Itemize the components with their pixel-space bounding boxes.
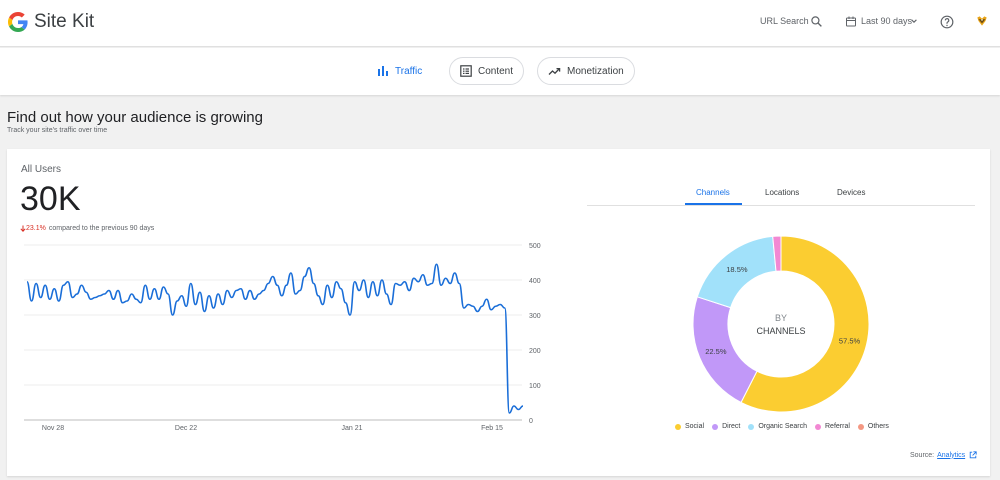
- tab-content-label: Content: [478, 65, 514, 77]
- bar-chart-icon: [378, 66, 388, 76]
- series-line: [26, 263, 524, 414]
- users-line-chart: 0 100 200 300 400 500 Nov 28 Dec 22 Jan 21 Feb 15: [24, 243, 541, 432]
- calendar-icon[interactable]: [845, 15, 857, 28]
- legend-label: Referral: [825, 423, 850, 430]
- channels-donut-chart: 57.5% 22.5% 18.5% BY CHANNELS: [692, 235, 870, 413]
- legend-swatch: [748, 423, 755, 430]
- external-link-icon[interactable]: [969, 451, 977, 459]
- tab-monetization-label: Monetization: [567, 65, 624, 77]
- y-tick-label: 100: [529, 383, 541, 390]
- tab-monetization[interactable]: Monetization: [537, 57, 635, 85]
- url-search-label[interactable]: URL Search: [760, 16, 809, 26]
- app-title[interactable]: Site Kit: [34, 11, 95, 32]
- x-tick-label: Jan 21: [341, 425, 362, 432]
- legend-label: Organic Search: [758, 423, 807, 430]
- tab-devices[interactable]: Devices: [837, 188, 866, 197]
- section-subtitle: Track your site's traffic over time: [7, 127, 108, 134]
- change-percent: 23.1%: [26, 225, 46, 232]
- arrow-down-icon: [20, 225, 26, 232]
- legend-swatch: [712, 423, 719, 430]
- dimension-tabs: Channels Locations Devices: [587, 185, 975, 206]
- x-tick-label: Dec 22: [175, 425, 197, 432]
- donut-center-label: BY: [775, 313, 787, 323]
- chart-legend: Social Direct Organic Search Referral Others: [675, 423, 889, 430]
- analytics-link[interactable]: Analytics: [937, 451, 966, 459]
- content-list-icon: [460, 65, 472, 77]
- pie-slice[interactable]: [740, 235, 870, 413]
- y-tick-label: 0: [529, 418, 533, 425]
- legend-label: Others: [867, 423, 889, 430]
- x-tick-label: Feb 15: [481, 425, 503, 432]
- legend-item[interactable]: Others: [857, 423, 889, 430]
- google-logo-icon[interactable]: [8, 12, 28, 32]
- metric-label: All Users: [21, 164, 62, 175]
- legend-label: Social: [685, 423, 705, 430]
- chevron-down-icon[interactable]: [910, 17, 918, 25]
- x-tick-label: Nov 28: [42, 425, 64, 432]
- legend-item[interactable]: Organic Search: [748, 423, 807, 430]
- metric-value: 30K: [20, 180, 81, 218]
- active-tab-indicator: [685, 203, 742, 205]
- y-tick-label: 300: [529, 313, 541, 320]
- tab-traffic[interactable]: Traffic: [366, 57, 434, 85]
- slice-value-label: 57.5%: [839, 336, 861, 345]
- dashboard-nav-bar: Traffic Content Monetization: [0, 48, 1000, 95]
- legend-item[interactable]: Social: [675, 423, 704, 430]
- source-attribution: Source: Analytics: [910, 451, 977, 459]
- y-tick-label: 400: [529, 278, 541, 285]
- top-app-bar: Site Kit URL Search Last 90 days: [0, 0, 1000, 47]
- search-icon[interactable]: [810, 15, 823, 28]
- y-tick-label: 500: [529, 243, 541, 250]
- section-title: Find out how your audience is growing: [7, 109, 263, 126]
- source-label: Source:: [910, 451, 935, 459]
- y-tick-label: 200: [529, 348, 541, 355]
- pie-slice[interactable]: [772, 235, 782, 272]
- audience-card: All Users 30K 23.1% compared to the prev…: [7, 149, 990, 476]
- date-range-selector[interactable]: Last 90 days: [861, 16, 913, 26]
- tab-content[interactable]: Content: [449, 57, 525, 85]
- slice-value-label: 22.5%: [705, 347, 727, 356]
- trending-up-icon: [548, 67, 561, 75]
- tab-channels[interactable]: Channels: [696, 188, 730, 197]
- user-avatar-icon[interactable]: [975, 14, 989, 28]
- metric-change: 23.1% compared to the previous 90 days: [20, 225, 154, 232]
- legend-swatch: [815, 423, 821, 430]
- tab-locations[interactable]: Locations: [765, 188, 800, 197]
- legend-item[interactable]: Direct: [712, 423, 740, 430]
- help-icon[interactable]: [940, 15, 954, 29]
- change-description: compared to the previous 90 days: [48, 225, 155, 232]
- legend-swatch: [857, 423, 864, 430]
- change-indicator: 23.1%: [20, 225, 46, 232]
- legend-item[interactable]: Referral: [815, 423, 850, 430]
- donut-center-label: CHANNELS: [756, 326, 805, 336]
- legend-swatch: [675, 423, 681, 430]
- slice-value-label: 18.5%: [726, 265, 748, 274]
- legend-label: Direct: [722, 423, 741, 430]
- tab-traffic-label: Traffic: [395, 65, 423, 77]
